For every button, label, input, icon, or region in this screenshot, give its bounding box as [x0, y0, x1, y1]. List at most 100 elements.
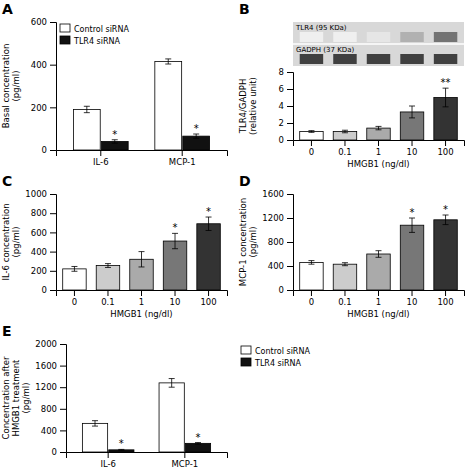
tick-label: 800 [41, 404, 57, 414]
x-axis: IL-6MCP-1 [67, 452, 228, 469]
legend-swatch [60, 36, 70, 44]
error-bar-cap [71, 271, 77, 272]
tick-mark [60, 409, 66, 410]
error-bar [139, 252, 145, 267]
bar [73, 109, 100, 150]
error-bar [443, 215, 449, 225]
error-bar-cap [308, 264, 314, 265]
bar [82, 423, 107, 452]
y-axis-title: MCP-1 concentration(pg/ml) [238, 198, 258, 286]
annotation: ** [441, 77, 451, 88]
tick-mark [287, 72, 293, 73]
figure: 0200400600IL-6MCP-1Basal concentration(p… [0, 0, 474, 474]
y-axis: 02004006008001000 [25, 189, 56, 295]
error-bar [443, 88, 449, 107]
tick-label: 10 [170, 297, 181, 307]
error-bar-cap [105, 263, 111, 264]
error-bar-line [95, 421, 96, 426]
y-tick: 1600 [35, 361, 66, 371]
x-axis: 00.1110100 [294, 140, 465, 157]
y-axis-title: IL-6 concentration(pg/ml) [1, 203, 21, 280]
x-tick: 100 [200, 290, 216, 307]
panel-title: B [239, 1, 250, 17]
error-bar-cap [169, 387, 175, 388]
bar [155, 61, 182, 150]
blot: TLR4 (95 KDa)GADPH (37 KDa) [293, 22, 464, 66]
tick-label: 200 [31, 103, 47, 113]
blot-background [293, 22, 464, 66]
error-bar [165, 59, 171, 64]
x-tick: IL-6 [93, 150, 109, 167]
axis-line [60, 345, 67, 453]
x-axis: 00.1110100 [57, 290, 228, 307]
legend-item: TLR4 siRNA [60, 36, 120, 46]
tick-label: 0 [279, 135, 284, 145]
y-tick: 0 [279, 285, 293, 295]
tick-mark [287, 266, 293, 267]
tick-label: 0.1 [338, 297, 352, 307]
error-bar-line [168, 59, 169, 64]
error-bar [84, 106, 90, 112]
x-tick: 0.1 [101, 290, 115, 307]
error-bar-cap [71, 266, 77, 267]
plot-area [300, 215, 458, 290]
tick-mark [175, 290, 176, 296]
tick-label: 1 [376, 297, 381, 307]
tick-mark [412, 290, 413, 296]
tick-label: IL-6 [100, 459, 116, 469]
annotation: * [195, 432, 200, 443]
y-tick: 800 [31, 208, 56, 218]
y-axis: 0200400600 [31, 17, 57, 155]
blot-band [333, 32, 356, 42]
y-tick: 0 [42, 145, 56, 155]
y-tick: 0 [42, 285, 56, 295]
tick-label: 0 [42, 145, 47, 155]
error-bar-line [171, 379, 172, 388]
x-axis: IL-6MCP-1 [57, 150, 228, 167]
error-bar-line [86, 106, 87, 112]
y-tick: 1200 [262, 213, 293, 223]
x-tick: 10 [407, 140, 418, 157]
legend-label: TLR4 siRNA [254, 359, 301, 368]
legend-item: TLR4 siRNA [241, 358, 301, 368]
y-tick: 400 [31, 247, 56, 257]
error-bar-line [378, 251, 379, 258]
tick-label: 100 [200, 297, 216, 307]
tick-label: 0 [52, 447, 57, 457]
tick-mark [50, 22, 56, 23]
error-bar-cap [206, 230, 212, 231]
error-bar-cap [409, 106, 415, 107]
tick-label: 0 [279, 285, 284, 295]
bar [434, 220, 457, 290]
error-bar-cap [139, 266, 145, 267]
error-bar-line [311, 261, 312, 265]
y-axis-title: TLR4/GADPH(relative unit) [238, 77, 258, 135]
y-tick: 400 [31, 60, 56, 70]
axis-line [50, 23, 57, 151]
tick-label: 400 [31, 247, 47, 257]
error-bar [376, 126, 382, 129]
error-bar-cap [376, 129, 382, 130]
blot-reference-band [434, 54, 457, 64]
tick-mark [287, 89, 293, 90]
error-bar-cap [409, 117, 415, 118]
tick-mark [287, 123, 293, 124]
blot-label: GADPH (37 KDa) [296, 46, 354, 54]
x-axis-title: HMGB1 (ng/dl) [347, 159, 409, 169]
error-bar [308, 131, 314, 133]
y-tick: 400 [268, 261, 293, 271]
blot-divider [293, 43, 464, 45]
bar [197, 224, 220, 290]
tick-label: 800 [31, 208, 47, 218]
bar [367, 128, 390, 140]
blot-band [300, 32, 323, 42]
tick-label: 2000 [35, 339, 57, 349]
legend-item: Control siRNA [60, 24, 129, 34]
bar [333, 132, 356, 141]
blot-reference-band [333, 54, 356, 64]
tick-label: 2 [279, 118, 284, 128]
error-bar-cap [193, 138, 199, 139]
x-tick: 0 [309, 140, 314, 157]
annotation: * [194, 123, 199, 134]
error-bar-cap [376, 257, 382, 258]
